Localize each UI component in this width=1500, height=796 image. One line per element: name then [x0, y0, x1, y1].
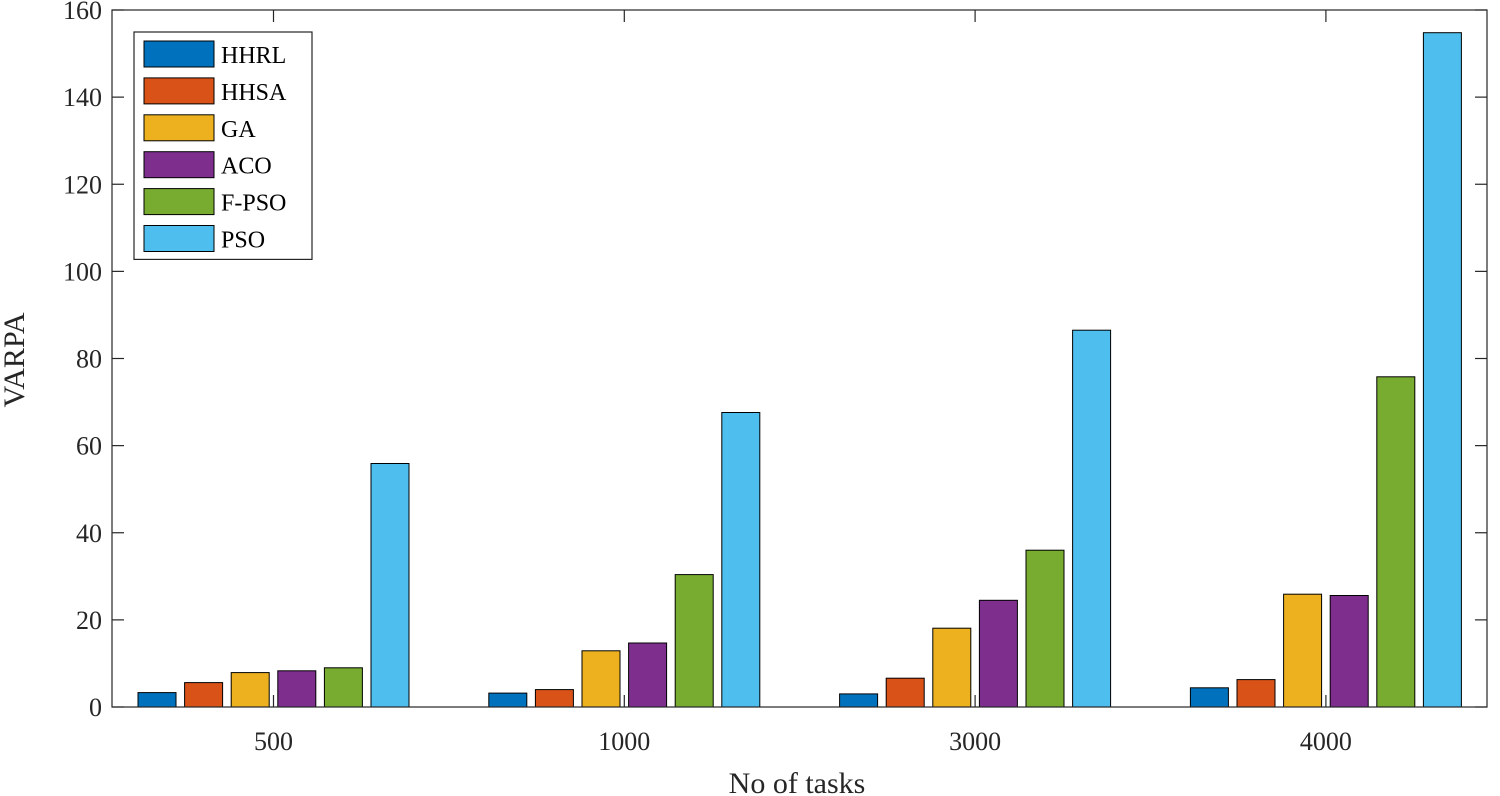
x-tick-label-500: 500 — [254, 727, 293, 756]
x-tick-label-1000: 1000 — [598, 727, 650, 756]
bar-ga-1000 — [581, 650, 621, 708]
bar-aco-500 — [277, 670, 317, 708]
legend-swatch-pso — [143, 225, 215, 252]
legend-label-ga: GA — [221, 117, 256, 143]
bar-hhrl-500 — [137, 692, 177, 708]
y-tick-label: 80 — [76, 345, 102, 374]
bar-hhrl-3000 — [839, 693, 879, 708]
y-axis-title: VARPA — [0, 312, 31, 407]
legend-label-hhsa: HHSA — [221, 80, 287, 106]
bar-ga-500 — [230, 672, 270, 708]
y-tick-label: 60 — [76, 432, 102, 461]
legend-swatch-f-pso — [143, 188, 215, 216]
bar-ga-4000 — [1283, 593, 1323, 708]
bar-aco-1000 — [628, 642, 668, 708]
bar-aco-4000 — [1329, 595, 1369, 708]
y-tick-label: 20 — [76, 606, 102, 635]
bar-pso-4000 — [1422, 32, 1462, 708]
legend: HHRL HHSA GA ACO F-PSO PSO — [133, 31, 313, 260]
bar-aco-3000 — [978, 599, 1018, 708]
ticks-layer: 0 20 40 60 80 100 120 140 160 500 1000 3000 4000 — [63, 0, 1487, 756]
bar-f-pso-4000 — [1376, 376, 1416, 708]
bar-hhsa-1000 — [534, 689, 574, 708]
y-tick-label: 140 — [63, 83, 102, 112]
y-tick-label: 0 — [89, 693, 102, 722]
legend-label-pso: PSO — [221, 228, 265, 254]
bar-hhsa-500 — [184, 682, 224, 708]
bar-hhsa-3000 — [885, 677, 925, 708]
y-tick-label: 40 — [76, 519, 102, 548]
bar-f-pso-1000 — [674, 574, 714, 708]
bar-f-pso-500 — [323, 667, 363, 708]
legend-label-hhrl: HHRL — [221, 43, 286, 69]
bar-pso-3000 — [1072, 329, 1112, 708]
legend-swatch-ga — [143, 114, 215, 142]
x-tick-label-4000: 4000 — [1300, 727, 1352, 756]
legend-swatch-hhsa — [143, 77, 215, 105]
y-tick-label: 160 — [63, 0, 102, 25]
bar-ga-3000 — [932, 627, 972, 708]
axes-layer — [111, 9, 1488, 708]
legend-label-aco: ACO — [221, 154, 272, 180]
legend-label-f-pso: F-PSO — [221, 191, 286, 217]
bar-pso-1000 — [721, 412, 761, 708]
bar-hhrl-4000 — [1189, 687, 1229, 708]
bar-hhrl-1000 — [488, 692, 528, 708]
legend-swatch-aco — [143, 151, 215, 179]
bar-hhsa-4000 — [1236, 679, 1276, 708]
x-tick-label-3000: 3000 — [949, 727, 1001, 756]
bar-f-pso-3000 — [1025, 549, 1065, 708]
legend-swatch-hhrl — [143, 40, 215, 68]
legend-box — [133, 31, 313, 260]
bars-layer — [137, 32, 1462, 708]
plot-frame — [111, 9, 1488, 708]
y-tick-label: 100 — [63, 257, 102, 286]
x-axis-title: No of tasks — [729, 767, 866, 796]
bar-pso-500 — [370, 463, 410, 708]
y-tick-label: 120 — [63, 170, 102, 199]
